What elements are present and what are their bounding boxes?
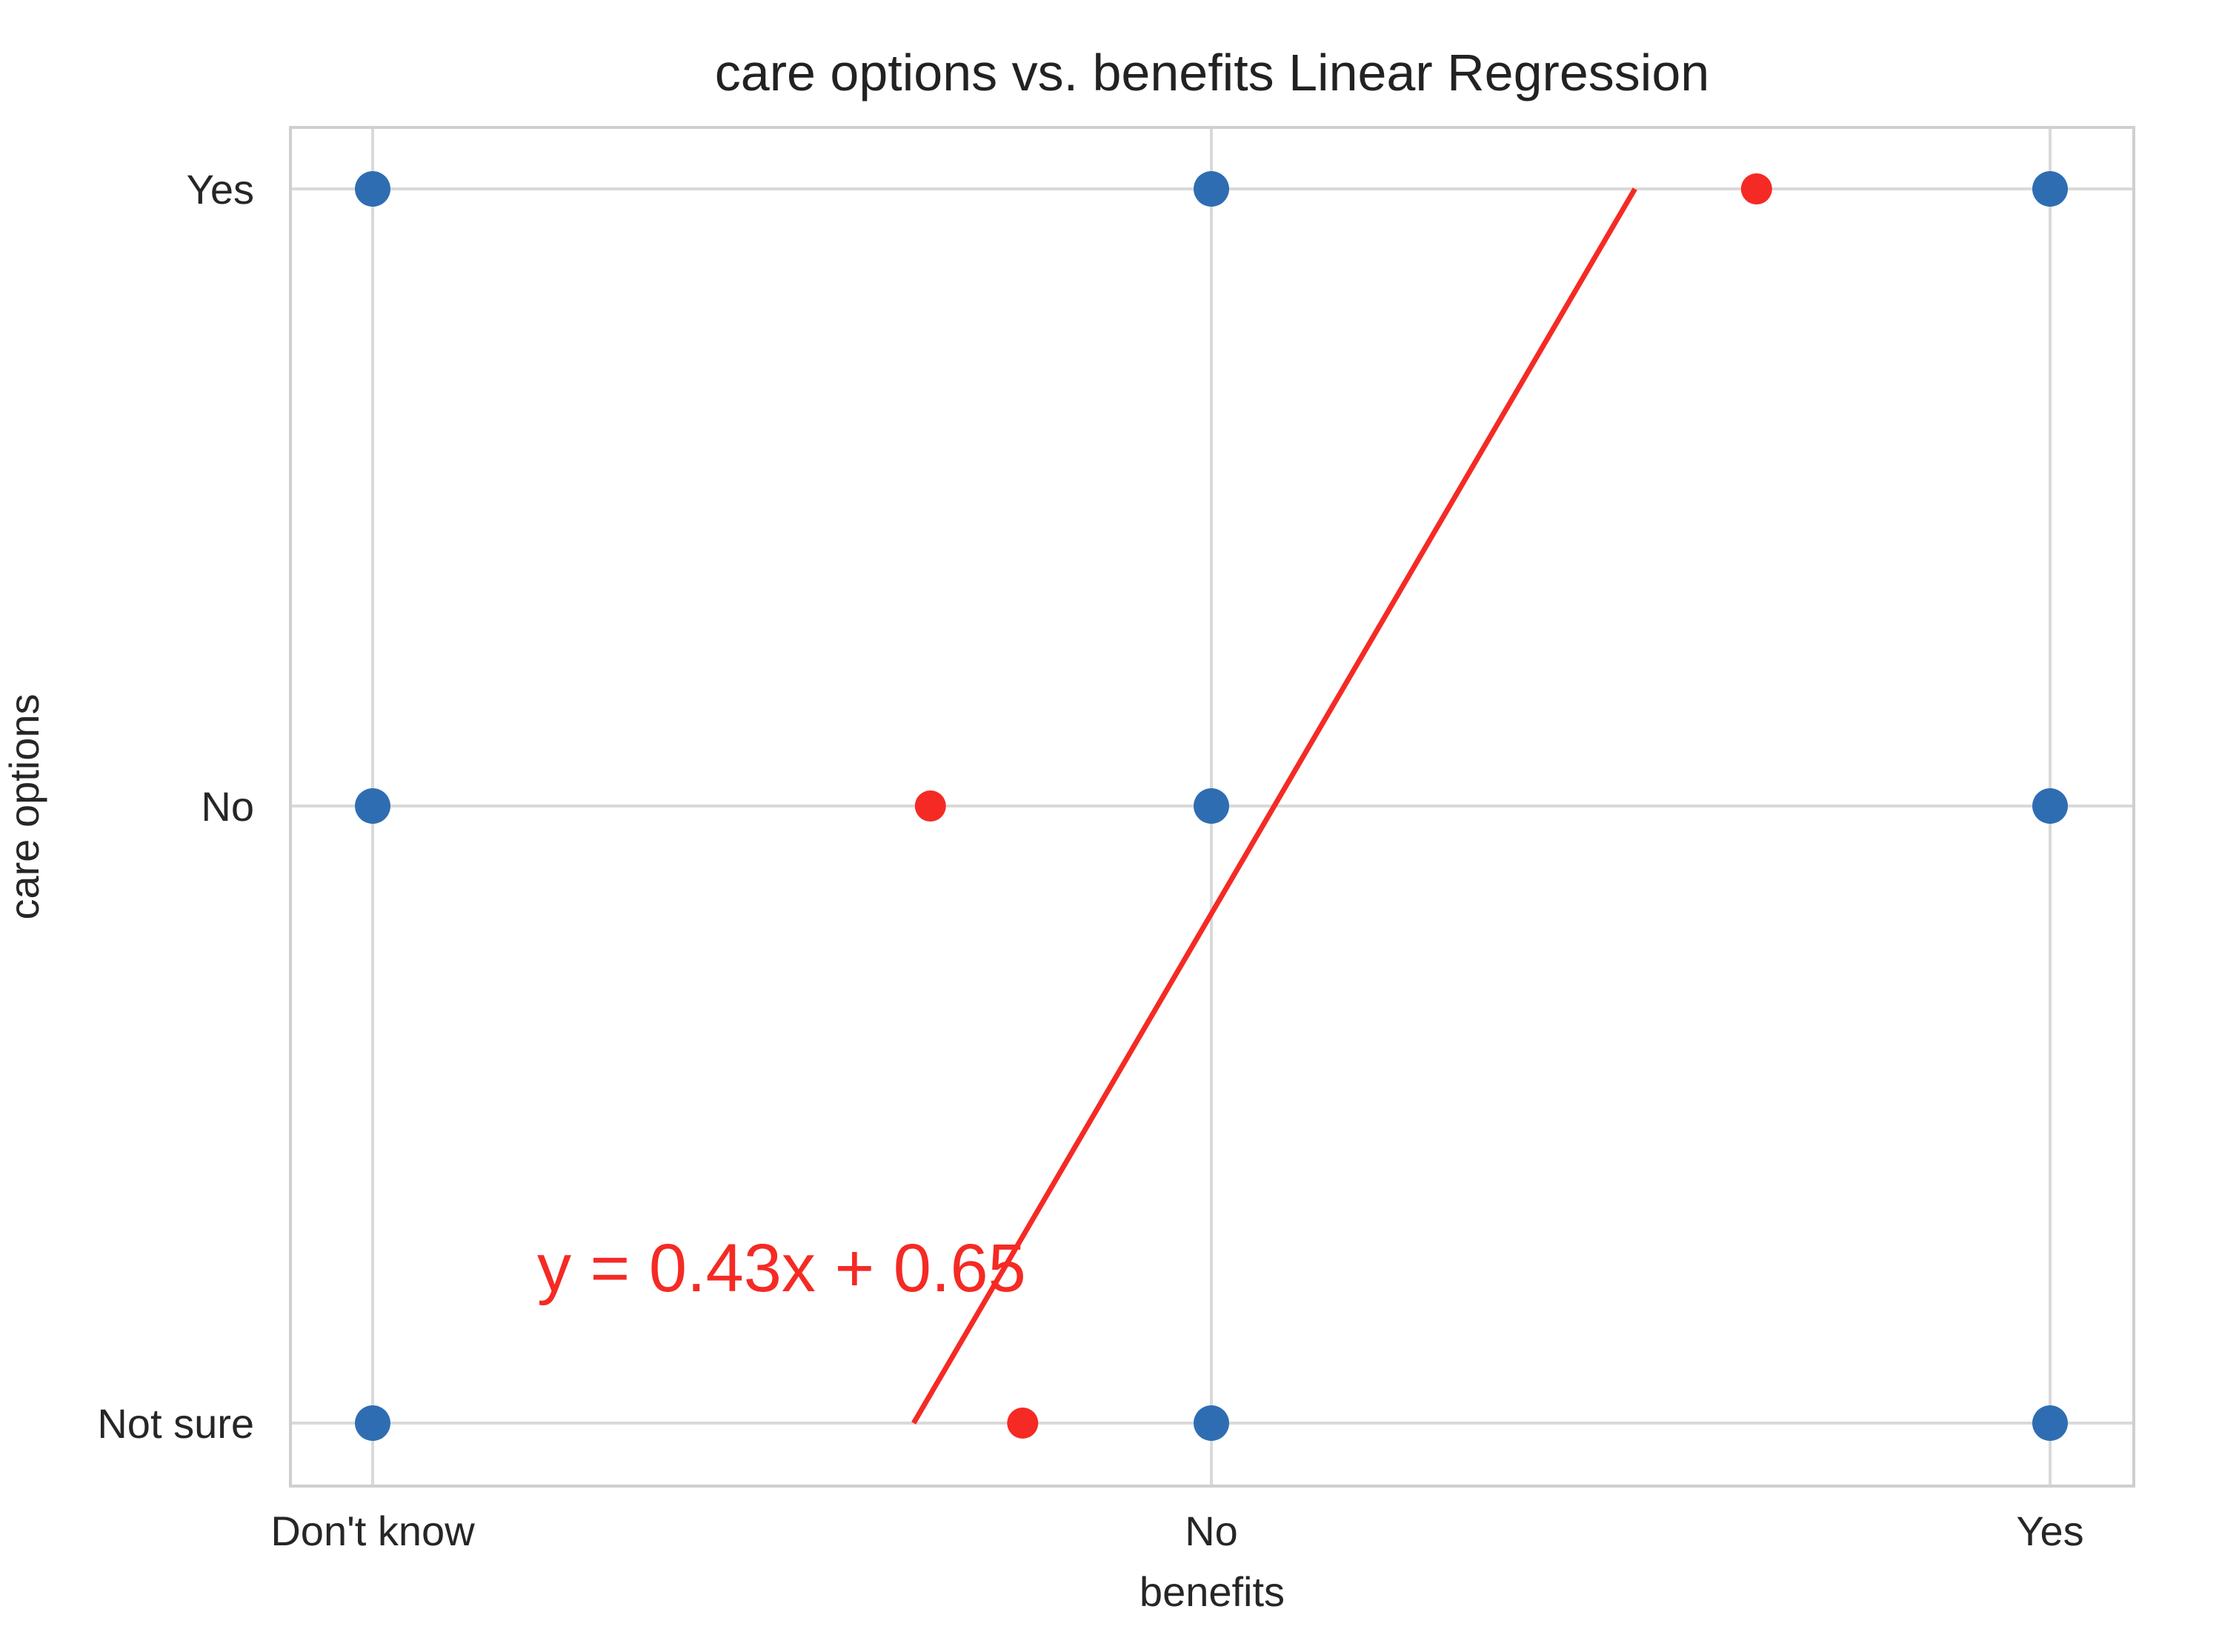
data-point [1194,788,1229,824]
data-point [355,171,390,207]
scatter-points [355,171,2068,1441]
data-point [2032,788,2068,824]
x-tick-label: No [1185,1508,1238,1554]
data-point [2032,1405,2068,1441]
highlight-point [914,790,946,822]
y-tick-label: Yes [187,166,254,213]
data-point [355,1405,390,1441]
tick-labels: Don't know No Yes Not sure No Yes [97,166,2083,1554]
regression-line [911,187,1637,1425]
data-point [1194,1405,1229,1441]
data-point [1194,171,1229,207]
plot-frame [289,126,2135,1488]
chart-title: care options vs. benefits Linear Regress… [715,44,1709,101]
highlight-point [1007,1408,1039,1439]
x-tick-label: Yes [2016,1508,2083,1554]
y-tick-label: Not sure [97,1400,254,1447]
x-axis-label: benefits [1140,1568,1285,1615]
x-tick-label: Don't know [270,1508,475,1554]
data-point [2032,171,2068,207]
regression-line-group [911,187,1637,1425]
highlight-point [1740,173,1772,204]
regression-equation: y = 0.43x + 0.65 [537,1230,1026,1306]
data-point [355,788,390,824]
y-tick-label: No [201,783,254,830]
y-axis-label: care options [1,693,47,919]
